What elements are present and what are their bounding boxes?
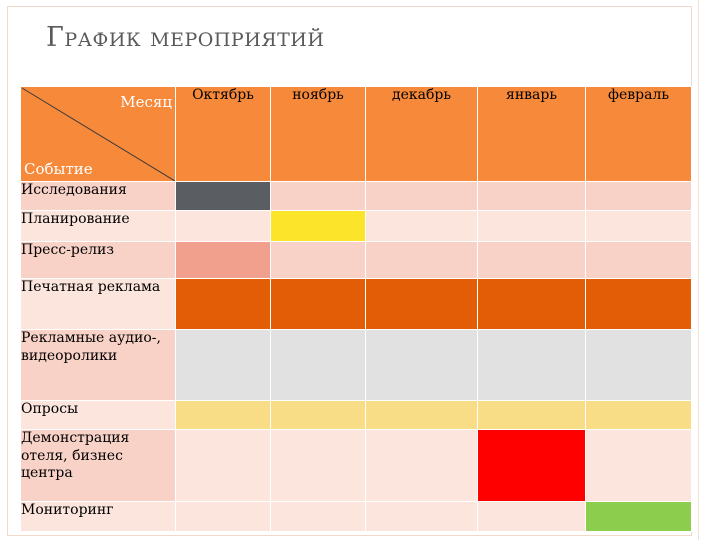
row-label: Демонстрация отеля, бизнес центра (20, 429, 176, 502)
corner-event-label: Событие (24, 160, 93, 179)
schedule-cell (175, 329, 271, 401)
row-label: Мониторинг (20, 501, 176, 532)
schedule-cell (175, 501, 271, 532)
schedule-cell (365, 210, 478, 242)
schedule-cell (270, 501, 366, 532)
schedule-cell (270, 400, 366, 430)
schedule-cell (270, 181, 366, 211)
schedule-cell (585, 241, 692, 279)
schedule-cell (477, 278, 586, 330)
schedule-cell (365, 241, 478, 279)
table-row: Печатная реклама (20, 278, 692, 330)
table-row: Планирование (20, 210, 692, 242)
slide-frame (7, 6, 692, 536)
schedule-cell (365, 278, 478, 330)
schedule-cell (585, 181, 692, 211)
schedule-cell (175, 429, 271, 502)
header-row: Месяц Событие Октябрь ноябрь декабрь янв… (20, 86, 692, 182)
schedule-cell (175, 278, 271, 330)
schedule-cell (365, 181, 478, 211)
schedule-cell (270, 429, 366, 502)
schedule-cell (585, 501, 692, 532)
schedule-cell (477, 181, 586, 211)
schedule-cell (175, 400, 271, 430)
table-row: Рекламные аудио-, видеоролики (20, 329, 692, 401)
table-row: Мониторинг (20, 501, 692, 532)
schedule-cell (585, 278, 692, 330)
page-title: График мероприятий (46, 22, 325, 53)
schedule-cell (365, 329, 478, 401)
schedule-cell (585, 400, 692, 430)
table-row: Пресс-релиз (20, 241, 692, 279)
table-row: Опросы (20, 400, 692, 430)
month-header-nov: ноябрь (270, 86, 366, 182)
schedule-cell (585, 429, 692, 502)
month-header-jan: январь (477, 86, 586, 182)
row-label: Пресс-релиз (20, 241, 176, 279)
row-label: Планирование (20, 210, 176, 242)
schedule-cell (477, 501, 586, 532)
schedule-cell (270, 210, 366, 242)
schedule-cell (477, 210, 586, 242)
row-label: Исследования (20, 181, 176, 211)
schedule-cell (270, 278, 366, 330)
schedule-cell (585, 329, 692, 401)
corner-month-label: Месяц (120, 93, 172, 111)
row-label: Опросы (20, 400, 176, 430)
schedule-cell (175, 210, 271, 242)
month-header-oct: Октябрь (175, 86, 271, 182)
schedule-cell (477, 429, 586, 502)
schedule-cell (585, 210, 692, 242)
schedule-cell (270, 241, 366, 279)
corner-diagonal-line (21, 87, 175, 181)
month-header-dec: декабрь (365, 86, 478, 182)
schedule-cell (477, 241, 586, 279)
row-label: Печатная реклама (20, 278, 176, 330)
month-header-feb: февраль (585, 86, 692, 182)
schedule-cell (477, 400, 586, 430)
slide-edge-line (698, 0, 699, 540)
schedule-cell (365, 501, 478, 532)
table-row: Демонстрация отеля, бизнес центра (20, 429, 692, 502)
corner-header-cell: Месяц Событие (20, 86, 176, 182)
schedule-cell (477, 329, 586, 401)
events-schedule-table: Месяц Событие Октябрь ноябрь декабрь янв… (20, 86, 692, 532)
table-row: Исследования (20, 181, 692, 211)
schedule-cell (365, 400, 478, 430)
schedule-cell (175, 241, 271, 279)
schedule-cell (175, 181, 271, 211)
schedule-cell (365, 429, 478, 502)
schedule-cell (270, 329, 366, 401)
row-label: Рекламные аудио-, видеоролики (20, 329, 176, 401)
